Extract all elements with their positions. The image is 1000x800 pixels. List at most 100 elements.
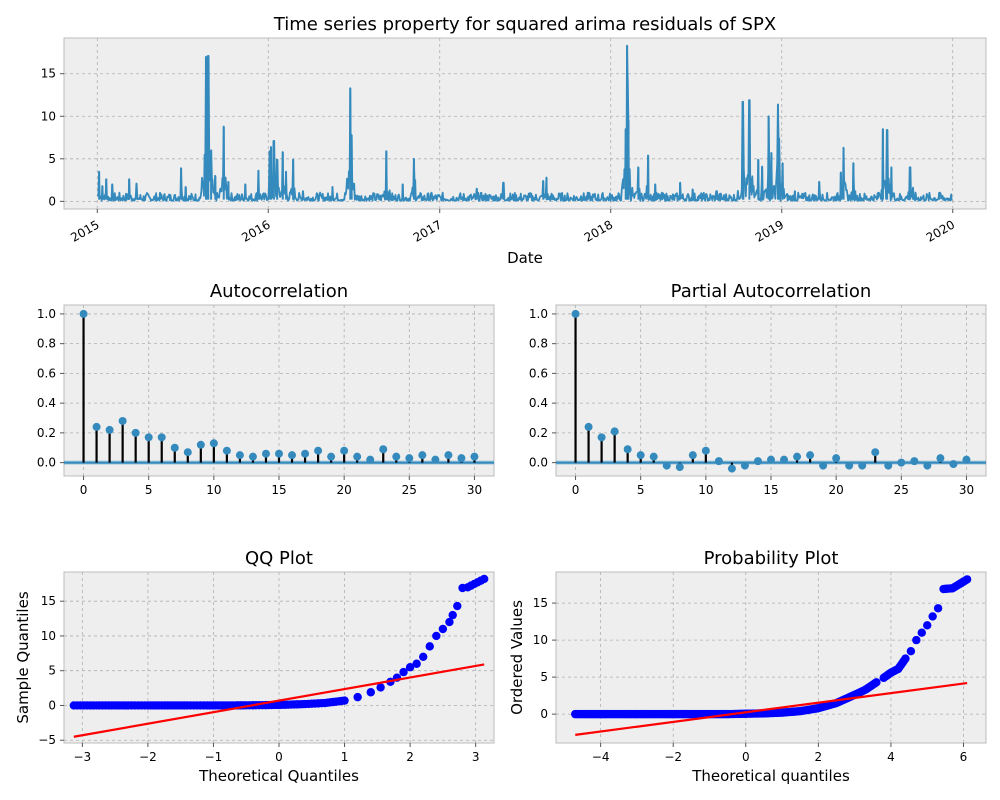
y-axis-label: Sample Quantiles xyxy=(14,591,32,723)
stem-marker xyxy=(144,433,153,442)
axes-1: 0.0 0.2 0.4 0.6 0.8 1.0 0 5 10 15 20 25 30 Autocorrel… xyxy=(37,281,495,497)
y-tick-label: 10 xyxy=(41,109,56,123)
y-tick-label: 0.4 xyxy=(529,396,548,410)
stem-marker xyxy=(457,454,466,463)
x-tick-label: 20 xyxy=(829,483,844,497)
x-tick-label: 2016 xyxy=(239,217,272,244)
x-tick-label: 5 xyxy=(145,483,153,497)
stem-marker xyxy=(288,451,297,460)
y-axis-label: Ordered Values xyxy=(508,600,526,715)
y-tick-label: 0 xyxy=(540,707,548,721)
qq-point xyxy=(376,683,385,692)
qq-point xyxy=(923,621,932,630)
series-line xyxy=(96,44,953,202)
x-tick-label: 10 xyxy=(206,483,221,497)
stem-marker xyxy=(353,452,362,461)
x-tick-label: 2 xyxy=(815,750,823,764)
stem-marker xyxy=(92,422,101,431)
x-tick-label: 5 xyxy=(637,483,645,497)
y-tick-label: 0 xyxy=(48,194,56,208)
x-tick-label: 25 xyxy=(894,483,909,497)
x-tick-label: 1 xyxy=(341,750,349,764)
qq-point xyxy=(928,612,937,621)
x-tick-label: 30 xyxy=(959,483,974,497)
stem-marker xyxy=(222,446,231,455)
stem-marker xyxy=(858,461,867,470)
stem-marker xyxy=(701,446,710,455)
stem-marker xyxy=(936,454,945,463)
stem-marker xyxy=(405,454,414,463)
y-tick-label: 15 xyxy=(533,596,548,610)
stem-marker xyxy=(662,461,671,470)
stem-marker xyxy=(196,440,205,449)
x-tick-label: −3 xyxy=(74,750,92,764)
axes-2: 0.0 0.2 0.4 0.6 0.8 1.0 0 5 10 15 20 25 30 Partial Au… xyxy=(529,281,987,497)
stem-marker xyxy=(275,449,283,458)
stem-marker xyxy=(897,458,906,467)
stem-marker xyxy=(584,422,593,431)
stem-marker xyxy=(327,452,336,461)
stem-marker xyxy=(248,452,257,461)
x-tick-label: 15 xyxy=(271,483,286,497)
stem-marker xyxy=(340,446,349,455)
y-tick-label: 0.0 xyxy=(37,456,56,470)
stem-marker xyxy=(636,451,645,460)
qq-point xyxy=(933,604,943,613)
stem-marker xyxy=(845,461,854,470)
qq-point xyxy=(366,688,375,697)
qq-point xyxy=(962,575,972,584)
stem-marker xyxy=(753,457,762,466)
x-tick-label: 2 xyxy=(406,750,414,764)
y-tick-label: 0.6 xyxy=(529,366,548,380)
stem-marker xyxy=(131,428,140,437)
x-tick-label: 0 xyxy=(742,750,750,764)
x-axis-label: Date xyxy=(507,249,543,267)
stem-marker xyxy=(767,455,775,464)
stem-marker xyxy=(79,309,88,318)
stem-marker xyxy=(170,443,179,452)
stem-marker xyxy=(314,446,323,455)
y-tick-label: 5 xyxy=(540,670,548,684)
qq-point xyxy=(412,659,421,668)
qq-point xyxy=(432,631,441,641)
stem-marker xyxy=(418,451,427,460)
qq-point xyxy=(906,647,916,656)
stem-marker xyxy=(183,448,192,457)
x-tick-label: 30 xyxy=(467,483,482,497)
stem-marker xyxy=(962,455,971,464)
y-tick-label: −5 xyxy=(38,733,56,747)
x-tick-label: 4 xyxy=(887,750,895,764)
stem-marker xyxy=(688,451,697,460)
axes-0: 0 5 10 15 2015 2016 2017 2018 2019 2020 Time serie… xyxy=(41,14,987,267)
stem-marker xyxy=(610,427,619,436)
stem-marker xyxy=(884,461,893,470)
chart-title: Probability Plot xyxy=(704,548,839,569)
chart-title: Autocorrelation xyxy=(210,281,348,302)
axes-3: −5 0 5 10 15 −3 −2 −1 0 1 2 3 QQ Plot Theoretical Qua… xyxy=(14,548,495,785)
x-axis-label: Theoretical Quantiles xyxy=(198,767,359,785)
x-tick-label: 2020 xyxy=(924,217,957,244)
y-tick-label: 5 xyxy=(48,152,56,166)
stem-marker xyxy=(806,451,815,460)
y-tick-label: 0.6 xyxy=(37,366,56,380)
stem-marker xyxy=(819,461,828,470)
stem-marker xyxy=(157,433,166,442)
qq-point xyxy=(353,692,362,702)
fit-line xyxy=(73,663,485,738)
stem-marker xyxy=(366,455,375,464)
qq-point xyxy=(479,574,489,584)
y-tick-label: 5 xyxy=(48,664,56,678)
x-tick-label: 3 xyxy=(472,750,480,764)
x-tick-label: 2019 xyxy=(753,217,786,244)
stem-marker xyxy=(261,449,270,458)
stem-marker xyxy=(714,457,723,466)
stem-marker xyxy=(209,439,218,448)
qq-point xyxy=(425,642,434,651)
y-tick-label: 15 xyxy=(41,594,56,608)
x-tick-label: 0 xyxy=(572,483,580,497)
y-tick-label: 15 xyxy=(41,67,56,81)
stem-marker xyxy=(727,464,736,473)
stem-marker xyxy=(923,461,932,470)
qq-point xyxy=(399,667,408,677)
